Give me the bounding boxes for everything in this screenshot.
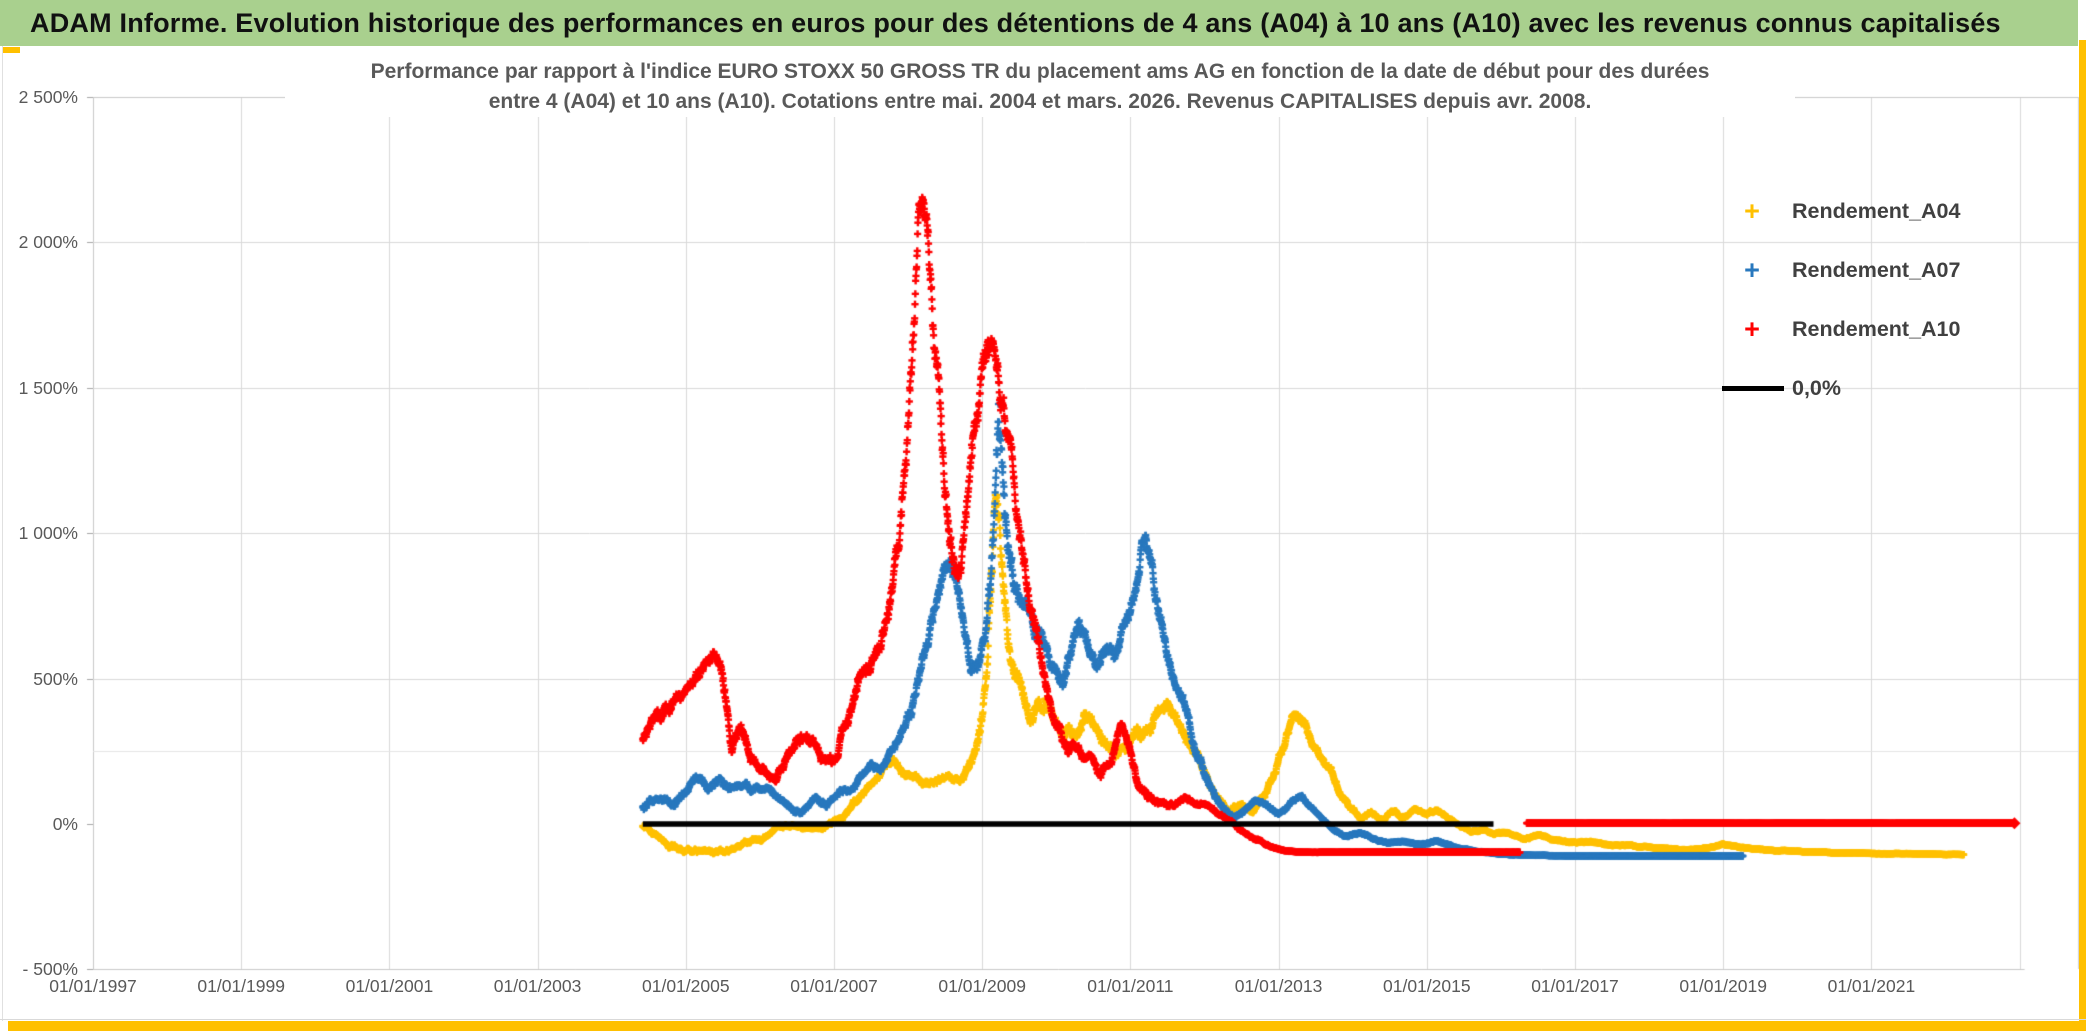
right-gold-border [2079,40,2086,1031]
legend-label: 0,0% [1792,376,1842,400]
x-tick-label: 01/01/1999 [197,976,285,996]
plus-marker-icon: + [1744,196,1760,226]
gold-accent-dash [2,47,20,53]
legend-item: + Rendement_A10 [1712,300,1960,359]
y-tick-label: - 500% [22,959,78,980]
x-tick-label: 01/01/2015 [1383,976,1471,996]
legend-item: + Rendement_A07 [1712,241,1960,300]
x-tick-label: 01/01/2009 [938,976,1026,996]
legend-item-zero-line: 0,0% [1712,359,1960,418]
plus-marker-icon: + [1744,314,1760,344]
x-tick-label: 01/01/2011 [1087,976,1174,996]
chart-title-line2: entre 4 (A04) et 10 ans (A10). Cotations… [488,90,1592,113]
y-tick-label: 1 500% [18,377,78,398]
x-tick-label: 01/01/2013 [1234,976,1323,996]
legend-label: Rendement_A04 [1792,199,1961,223]
x-tick-label: 01/01/2021 [1827,976,1916,996]
y-tick-label: 500% [33,668,78,689]
x-tick-label: 01/01/2017 [1531,976,1619,996]
left-border [2,46,3,1021]
x-tick-label: 01/01/1997 [49,976,137,996]
y-tick-label: 2 000% [18,232,78,253]
plus-marker-icon: + [1744,255,1760,285]
page-title: ADAM Informe. Evolution historique des p… [30,8,2001,38]
zero-line-icon [1722,386,1784,391]
legend-item: + Rendement_A04 [1712,182,1960,241]
x-tick-label: 01/01/2005 [642,976,730,996]
chart-legend: + Rendement_A04 + Rendement_A07 + Rendement_A… [1712,182,1960,418]
y-tick-label: 2 500% [18,87,78,107]
x-tick-label: 01/01/2003 [493,976,582,996]
y-tick-label: 0% [52,814,78,834]
x-tick-label: 01/01/2019 [1679,976,1767,996]
chart-title-line1: Performance par rapport à l'indice EURO … [370,60,1710,83]
title-bar: ADAM Informe. Evolution historique des p… [0,0,2078,46]
legend-label: Rendement_A07 [1792,258,1961,282]
x-tick-label: 01/01/2007 [790,976,878,996]
bottom-border [0,1019,2086,1020]
chart-title: Performance par rapport à l'indice EURO … [285,57,1795,117]
bottom-gold-border [8,1021,2086,1031]
legend-label: Rendement_A10 [1792,317,1961,341]
y-tick-label: 1 000% [18,523,78,544]
x-tick-label: 01/01/2001 [345,976,434,996]
